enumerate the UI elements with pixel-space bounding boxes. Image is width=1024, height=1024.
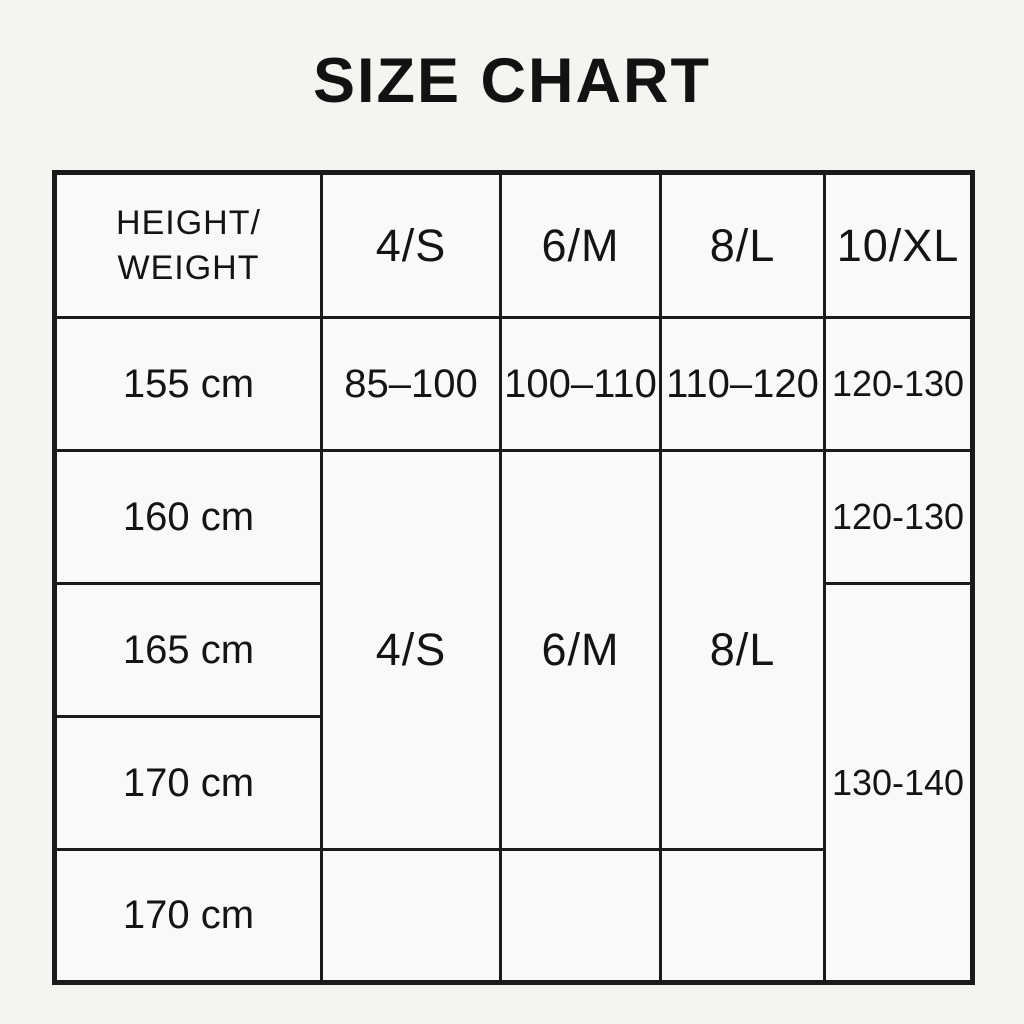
header-cell-8l: 8/L (659, 171, 826, 319)
cell-weight-155-6m: 100–110 (499, 316, 662, 452)
cell-height-170b: 170 cm (53, 848, 323, 984)
table-row-170a: 170 cm (53, 715, 973, 851)
table-header-row: HEIGHT/ WEIGHT 4/S 6/M 8/L 10/XL (53, 171, 974, 319)
table-row-165: 165 cm 130-140 (53, 582, 974, 984)
header-cell-4s: 4/S (320, 171, 502, 319)
cell-weight-155-8l: 110–120 (659, 316, 826, 452)
cell-weight-155-10xl: 120-130 (823, 316, 974, 452)
size-chart-table: HEIGHT/ WEIGHT 4/S 6/M 8/L 10/XL 155 cm … (52, 170, 975, 985)
cell-empty-8l (659, 848, 826, 984)
cell-weight-160-10xl: 120-130 (823, 449, 974, 585)
cell-merged-8l: 8/L (659, 449, 826, 851)
cell-height-160: 160 cm (53, 449, 323, 585)
header-cell-height-weight: HEIGHT/ WEIGHT (53, 171, 323, 319)
table-row-155: 155 cm 85–100 100–110 110–120 120-130 (53, 316, 974, 452)
cell-merged-6m: 6/M (499, 449, 662, 851)
cell-weight-155-4s: 85–100 (320, 316, 502, 452)
cell-merged-4s: 4/S (320, 449, 502, 851)
header-cell-6m: 6/M (499, 171, 662, 319)
cell-merged-130-140: 130-140 (823, 582, 974, 984)
page-title: SIZE CHART (313, 46, 711, 116)
cell-empty-4s (320, 848, 502, 984)
table-row-160: 160 cm 4/S 6/M 8/L 120-130 (53, 449, 974, 851)
cell-height-165: 165 cm (53, 582, 323, 718)
cell-height-155: 155 cm (53, 316, 323, 452)
cell-empty-6m (499, 848, 662, 984)
table-row-170b: 170 cm (53, 848, 973, 984)
header-cell-10xl: 10/XL (823, 171, 974, 319)
cell-height-170a: 170 cm (53, 715, 323, 851)
